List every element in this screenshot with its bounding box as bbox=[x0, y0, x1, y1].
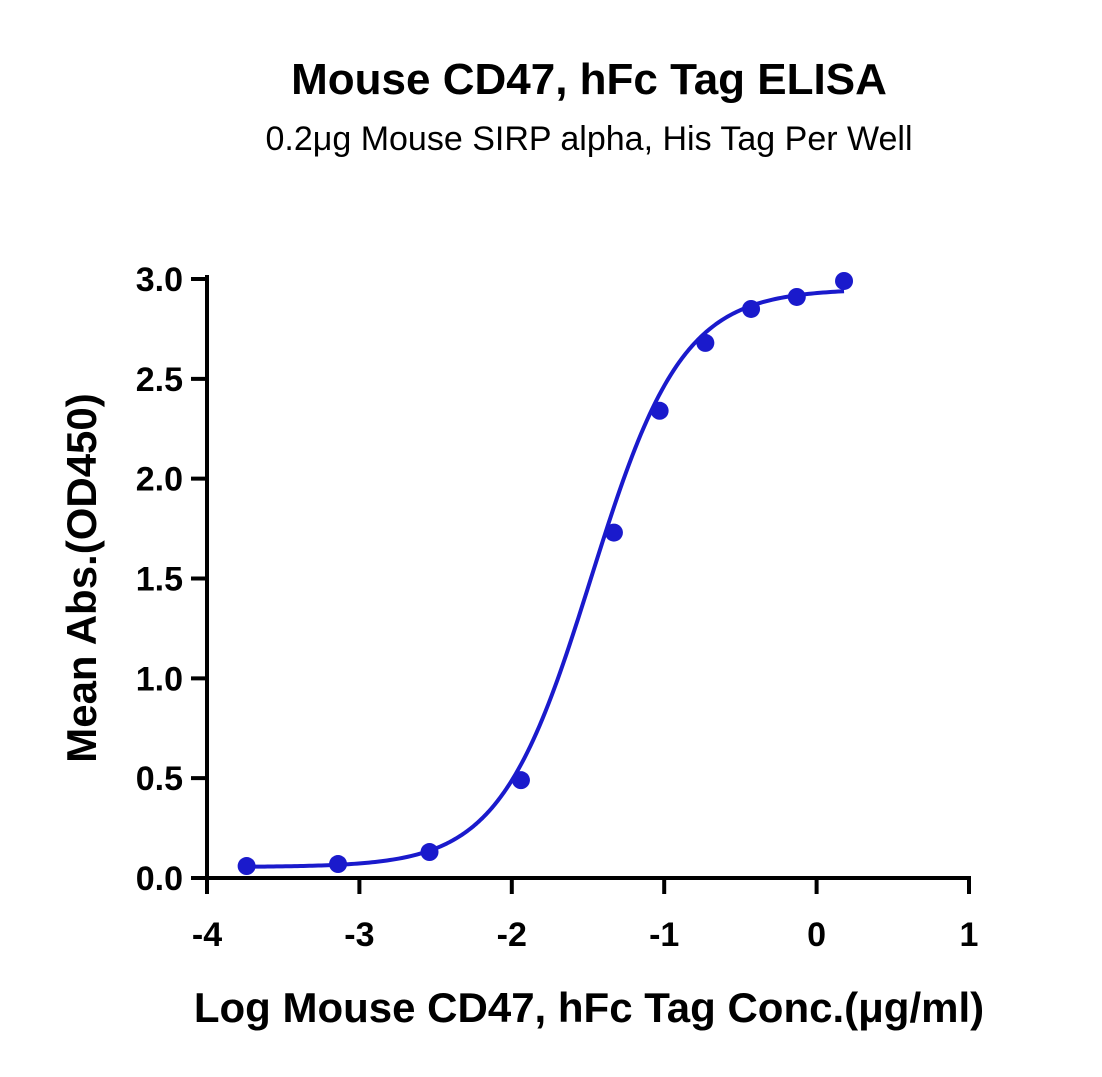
x-tick-label: -1 bbox=[649, 916, 679, 954]
x-tick-label: -3 bbox=[344, 916, 374, 954]
data-point bbox=[696, 333, 715, 352]
y-axis-label: Mean Abs.(OD450) bbox=[58, 393, 105, 763]
y-tick-label: 1.5 bbox=[136, 561, 183, 599]
data-point bbox=[604, 523, 623, 542]
data-point bbox=[511, 771, 530, 790]
x-tick-label: 1 bbox=[960, 916, 979, 954]
y-tick-label: 1.0 bbox=[136, 660, 183, 698]
data-point bbox=[835, 271, 854, 290]
x-tick-label: -2 bbox=[497, 916, 527, 954]
y-tick-label: 0.5 bbox=[136, 760, 183, 798]
data-point bbox=[787, 287, 806, 306]
x-tick-label: -4 bbox=[192, 916, 222, 954]
chart-subtitle: 0.2μg Mouse SIRP alpha, His Tag Per Well bbox=[265, 120, 912, 158]
data-point bbox=[742, 299, 761, 318]
fit-curve bbox=[246, 289, 845, 869]
plot-area: 0.0 0.5 1.0 1.5 2.0 2.5 3.0 -4 -3 -2 -1 0 1 bbox=[136, 261, 979, 954]
x-tick-label: 0 bbox=[807, 916, 826, 954]
data-point bbox=[650, 401, 669, 420]
y-tick-label: 0.0 bbox=[136, 860, 183, 898]
y-tick-label: 2.5 bbox=[136, 361, 183, 399]
y-tick-label: 2.0 bbox=[136, 461, 183, 499]
data-point bbox=[329, 855, 348, 874]
data-point bbox=[237, 857, 256, 876]
x-axis-label: Log Mouse CD47, hFc Tag Conc.(μg/ml) bbox=[194, 984, 984, 1031]
y-tick-label: 3.0 bbox=[136, 261, 183, 299]
chart-title: Mouse CD47, hFc Tag ELISA bbox=[291, 55, 887, 104]
data-point bbox=[420, 843, 439, 862]
